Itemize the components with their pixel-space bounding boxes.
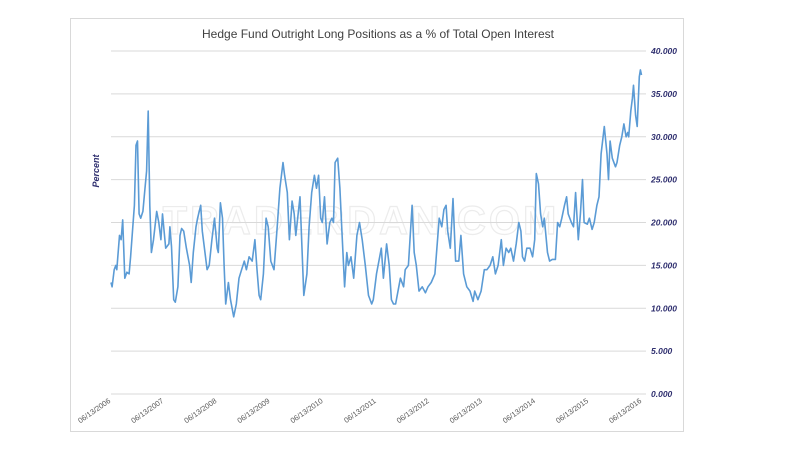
x-axis-ticks: 06/13/2006 06/13/2007 06/13/2008 06/13/2009… [76,396,643,425]
y-tick-label: 30.000 [651,132,677,142]
x-tick-label: 06/13/2008 [182,396,218,425]
watermark: TRADERDAN.COM [163,199,560,243]
y-tick-label: 5.000 [651,346,673,356]
y-tick-label: 40.000 [650,46,677,56]
x-tick-label: 06/13/2009 [236,396,272,425]
y-axis-ticks: 0.000 5.000 10.000 15.000 20.000 25.000 30.000… [650,46,677,399]
y-tick-label: 0.000 [651,389,673,399]
series-line [110,69,643,318]
x-tick-label: 06/13/2016 [607,396,643,425]
y-tick-label: 25.000 [650,175,677,185]
gridlines [111,50,646,395]
line-chart: TRADERDAN.COM 0.000 5.000 10.000 15.000 20.0… [76,27,677,425]
x-tick-label: 06/13/2010 [289,396,325,425]
y-tick-label: 20.000 [650,218,677,228]
y-tick-label: 35.000 [651,89,677,99]
chart-frame: TRADERDAN.COM 0.000 5.000 10.000 15.000 20.0… [70,18,684,432]
x-tick-label: 06/13/2011 [342,396,377,425]
x-tick-label: 06/13/2014 [501,396,537,425]
x-tick-label: 06/13/2006 [76,396,112,425]
y-axis-label: Percent [91,153,101,187]
x-tick-label: 06/13/2012 [395,396,431,425]
x-tick-label: 06/13/2007 [129,396,165,425]
x-tick-label: 06/13/2013 [448,396,484,425]
x-tick-label: 06/13/2015 [554,396,590,425]
y-tick-label: 10.000 [651,303,677,313]
y-tick-label: 15.000 [651,260,677,270]
chart-title: Hedge Fund Outright Long Positions as a … [202,27,555,41]
